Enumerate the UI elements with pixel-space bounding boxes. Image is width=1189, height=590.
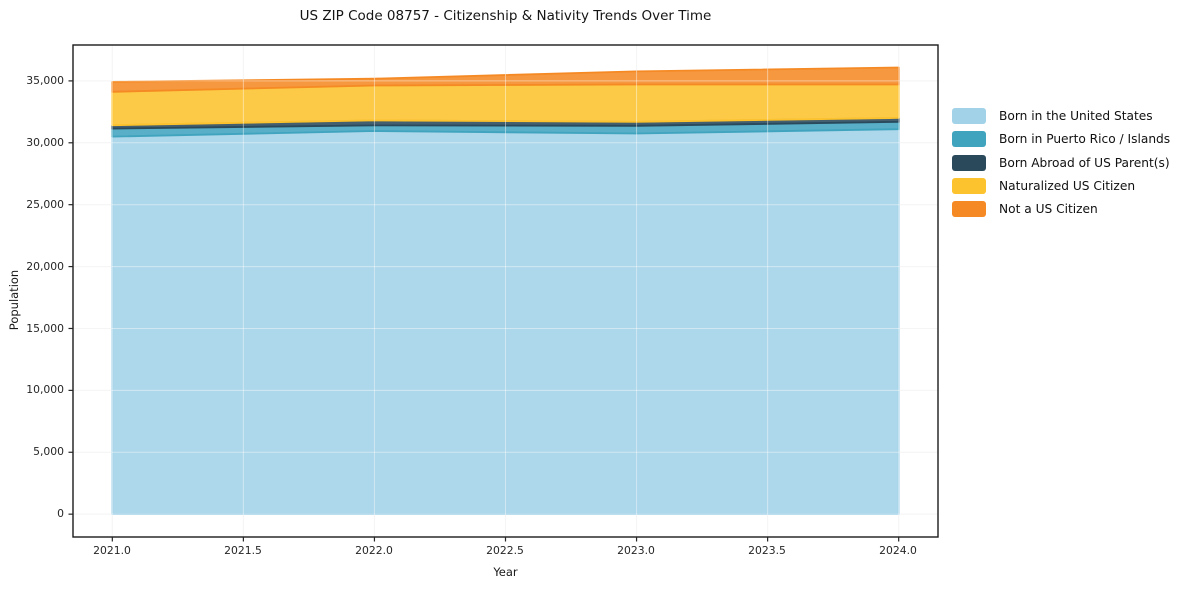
legend-label: Born in Puerto Rico / Islands bbox=[999, 132, 1171, 147]
legend-swatch-born-pr-islands bbox=[952, 131, 986, 148]
y-tick-label: 10,000 bbox=[26, 383, 64, 396]
legend-item: Born in the United States bbox=[952, 108, 1170, 124]
y-tick-label: 30,000 bbox=[26, 136, 64, 149]
legend-item: Not a US Citizen bbox=[952, 201, 1170, 218]
x-tick-label: 2023.5 bbox=[748, 544, 786, 557]
legend-swatch-born-abroad bbox=[952, 154, 986, 171]
chart-title: US ZIP Code 08757 - Citizenship & Nativi… bbox=[299, 8, 712, 24]
x-axis-label: Year bbox=[493, 565, 518, 579]
legend: Born in the United States Born in Puerto… bbox=[952, 108, 1170, 224]
y-tick-label: 5,000 bbox=[33, 445, 64, 458]
area-series bbox=[111, 66, 900, 93]
legend-label: Not a US Citizen bbox=[999, 202, 1098, 217]
y-tick-label: 15,000 bbox=[26, 322, 64, 335]
x-tick-label: 2023.0 bbox=[617, 544, 655, 557]
y-tick-label: 0 bbox=[57, 507, 64, 520]
legend-label: Born Abroad of US Parent(s) bbox=[999, 155, 1170, 170]
legend-swatch-not-citizen bbox=[952, 201, 986, 218]
x-tick-label: 2021.5 bbox=[224, 544, 262, 557]
x-tick-label: 2024.0 bbox=[879, 544, 917, 557]
legend-label: Born in the United States bbox=[999, 109, 1153, 123]
legend-label: Naturalized US Citizen bbox=[999, 178, 1136, 193]
legend-item: Naturalized US Citizen bbox=[952, 177, 1170, 194]
x-tick-label: 2022.5 bbox=[486, 544, 524, 557]
legend-item: Born Abroad of US Parent(s) bbox=[952, 154, 1170, 171]
legend-swatch-naturalized bbox=[952, 177, 986, 194]
x-tick-label: 2022.0 bbox=[355, 544, 393, 557]
y-tick-label: 25,000 bbox=[26, 198, 64, 211]
y-tick-label: 35,000 bbox=[26, 74, 64, 87]
x-tick-label: 2021.0 bbox=[93, 544, 131, 557]
y-tick-label: 20,000 bbox=[26, 260, 64, 273]
legend-item: Born in Puerto Rico / Islands bbox=[952, 131, 1171, 148]
legend-swatch-born-in-us bbox=[952, 108, 986, 124]
